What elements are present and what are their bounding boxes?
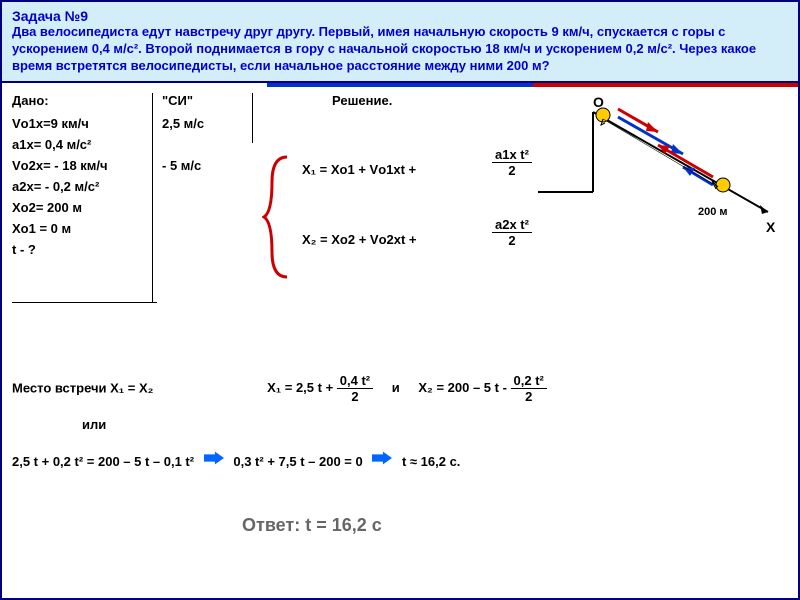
si-row: - 5 м/с	[162, 158, 262, 173]
given-row: Xо2= 200 м	[12, 200, 162, 215]
si-column: "СИ" 2,5 м/с - 5 м/с	[162, 93, 262, 179]
answer-line: Ответ: t = 16,2 с	[242, 515, 382, 536]
frac-bot: 2	[511, 389, 547, 405]
si-row: 2,5 м/с	[162, 116, 262, 131]
frac-bot: 2	[492, 233, 532, 249]
main-frame: Задача №9 Два велосипедиста едут навстре…	[0, 0, 800, 600]
given-row: Vо1x=9 км/ч	[12, 116, 162, 131]
frac-bot: 2	[337, 389, 373, 405]
frac-top: a2x t²	[492, 217, 532, 234]
meeting-label: Место встречи X₁ = X₂	[12, 380, 153, 395]
frac-top: 0,4 t²	[337, 373, 373, 390]
final-eq2: 0,3 t² + 7,5 t – 200 = 0	[233, 454, 362, 469]
given-row: t - ?	[12, 242, 162, 257]
eq-x1: X₁ = Xо1 + Vо1xt +	[302, 162, 416, 177]
given-column: Дано: Vо1x=9 км/ч a1x= 0,4 м/с² Vо2x= - …	[12, 93, 162, 263]
arrow-right-icon	[204, 450, 224, 466]
given-row: a1x= 0,4 м/с²	[12, 137, 162, 152]
final-eq1: 2,5 t + 0,2 t² = 200 – 5 t – 0,1 t²	[12, 454, 194, 469]
given-row: Xо1 = 0 м	[12, 221, 162, 236]
x1-expr: X₁ = 2,5 t +	[267, 380, 333, 395]
si-row	[162, 137, 262, 152]
lower-equations: Место встречи X₁ = X₂ X₁ = 2,5 t + 0,4 t…	[12, 367, 782, 475]
frac-bot: 2	[492, 163, 532, 179]
problem-title: Задача №9	[12, 8, 788, 24]
solution-header: Решение.	[332, 93, 392, 108]
slope-diagram: О X 200 м	[518, 97, 778, 237]
divider-h	[12, 302, 157, 303]
given-row: Vо2x= - 18 км/ч	[12, 158, 162, 173]
problem-text: Два велосипедиста едут навстречу друг др…	[12, 24, 788, 75]
o-label: О	[593, 97, 604, 110]
brace-icon	[262, 152, 292, 282]
problem-statement: Задача №9 Два велосипедиста едут навстре…	[2, 2, 798, 83]
eq-x2: X₂ = Xо2 + Vо2xt +	[302, 232, 417, 247]
x-label: X	[766, 219, 776, 235]
si-header: "СИ"	[162, 93, 262, 108]
frac-top: a1x t²	[492, 147, 532, 164]
arrow-right-icon	[372, 450, 392, 466]
and-label: и	[392, 380, 400, 395]
x2-expr: X₂ = 200 – 5 t -	[418, 380, 507, 395]
final-eq3: t ≈ 16,2 с.	[402, 454, 460, 469]
dist-label: 200 м	[698, 206, 728, 218]
given-header: Дано:	[12, 93, 162, 108]
given-row: a2x= - 0,2 м/с²	[12, 179, 162, 194]
solution-area: Дано: Vо1x=9 км/ч a1x= 0,4 м/с² Vо2x= - …	[2, 87, 798, 542]
or-label: или	[82, 417, 106, 432]
frac-top: 0,2 t²	[511, 373, 547, 390]
